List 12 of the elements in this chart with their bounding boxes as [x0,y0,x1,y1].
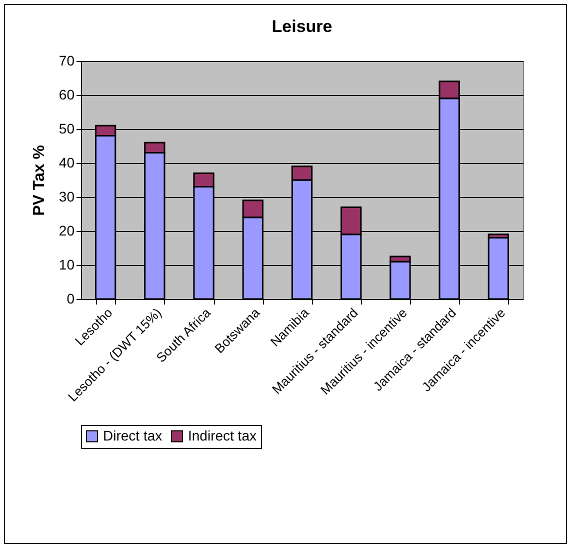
y-tick-label: 30 [58,188,75,204]
y-tick-label: 20 [58,222,75,238]
legend-label: Indirect tax [188,427,256,444]
chart-title: Leisure [272,17,332,36]
y-tick-label: 70 [58,52,75,68]
y-tick-label: 10 [58,256,75,272]
legend-label: Direct tax [103,427,162,444]
y-tick-label: 40 [58,154,75,170]
y-tick-label: 50 [58,120,75,136]
y-tick-label: 0 [66,290,75,306]
y-tick-label: 60 [58,86,75,102]
y-axis-title: PV Tax % [30,145,48,216]
